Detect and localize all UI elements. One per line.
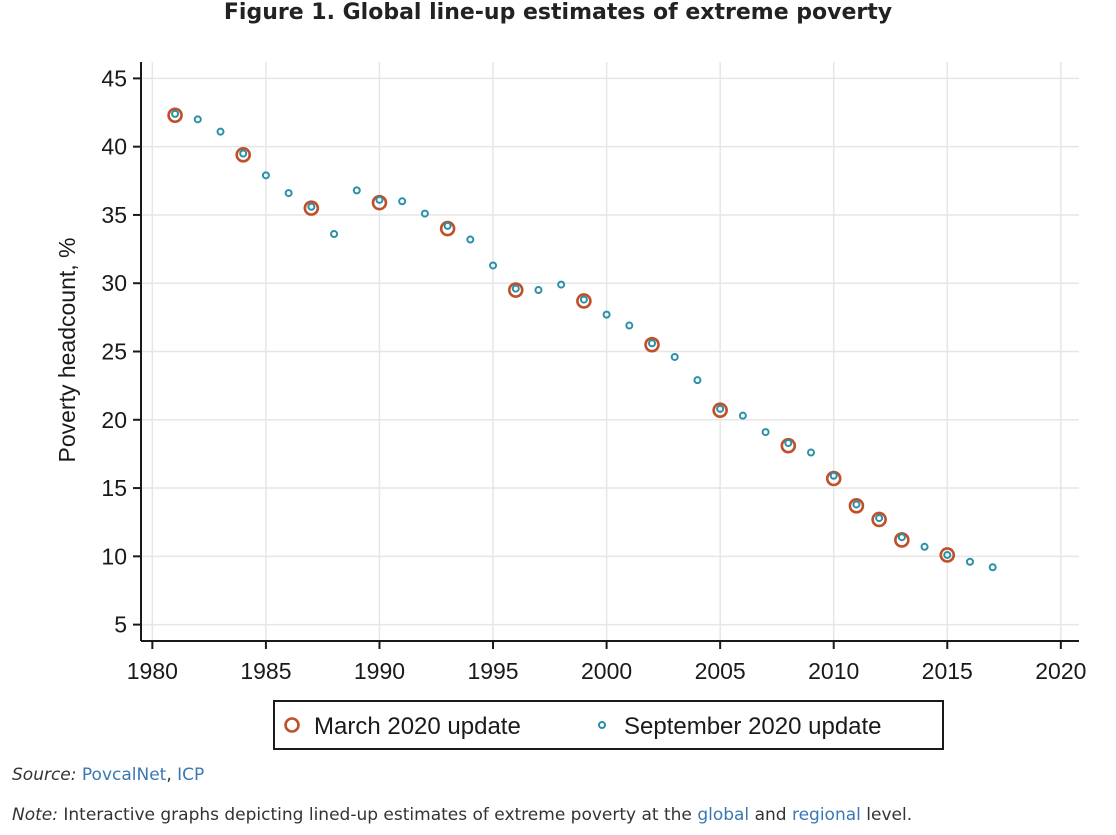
poverty-chart: 5 10 15 20 25 30 35 40 45 1980 1985 1990 1995 2000 200…: [54, 62, 1086, 750]
september-2020-point: [261, 171, 270, 180]
x-tick-label: 1995: [467, 658, 518, 684]
y-tick-label: 5: [114, 612, 127, 638]
source-label: Source:: [12, 765, 77, 785]
legend: March 2020 update September 2020 update: [273, 700, 944, 750]
y-tick-label: 40: [101, 134, 127, 160]
y-tick-label: 45: [101, 65, 127, 91]
september-2020-point: [648, 339, 657, 348]
source-separator: ,: [166, 765, 172, 785]
povcalnet-link[interactable]: PovcalNet: [81, 765, 167, 785]
september-2020-point: [693, 376, 702, 385]
september-2020-point: [670, 352, 679, 361]
chart-title: Figure 1. Global line-up estimates of ex…: [223, 0, 893, 25]
legend-september-label: September 2020 update: [624, 713, 882, 740]
x-tick-label: 2015: [922, 658, 973, 684]
march-2020-point: [871, 511, 887, 528]
note-text-and: and: [754, 805, 787, 825]
global-link[interactable]: global: [697, 805, 750, 825]
x-tick-label: 1985: [240, 658, 291, 684]
september-2020-point: [738, 411, 747, 420]
september-2020-point: [489, 261, 498, 270]
legend-march-marker: [284, 717, 300, 733]
note-label: Note:: [12, 805, 58, 825]
note-line: Note: Interactive graphs depicting lined…: [12, 805, 912, 825]
x-tick-label: 2000: [581, 658, 632, 684]
y-tick-label: 20: [101, 407, 127, 433]
september-2020-point: [920, 542, 929, 551]
september-2020-point: [511, 284, 520, 293]
x-tick-label: 1980: [127, 658, 178, 684]
regional-link[interactable]: regional: [791, 805, 861, 825]
y-tick-label: 15: [101, 475, 127, 501]
september-2020-point: [284, 189, 293, 198]
march-2020-point: [167, 107, 183, 124]
september-2020-point: [193, 115, 202, 124]
march-2020-point: [644, 336, 660, 353]
september-2020-point: [557, 280, 566, 289]
march-2020-point: [712, 402, 728, 419]
september-2020-point: [875, 514, 884, 523]
x-tick-label: 2010: [808, 658, 859, 684]
september-2020-point: [330, 230, 339, 239]
september-2020-point: [375, 195, 384, 204]
september-2020-point: [534, 286, 543, 295]
september-2020-point: [625, 321, 634, 330]
y-tick-label: 10: [101, 543, 127, 569]
x-tick-label: 2020: [1035, 658, 1086, 684]
x-tick-label: 1990: [354, 658, 405, 684]
y-tick-label: 30: [101, 270, 127, 296]
september-2020-point: [171, 109, 180, 118]
september-2020-point: [852, 500, 861, 509]
march-2020-point: [303, 200, 320, 216]
september-2020-point: [988, 563, 997, 572]
note-text-end: level.: [866, 805, 913, 825]
september-2020-point: [420, 209, 429, 218]
march-2020-point: [576, 293, 592, 309]
y-axis-title: Poverty headcount, %: [54, 237, 80, 462]
icp-link[interactable]: ICP: [177, 765, 205, 785]
september-2020-point: [579, 295, 588, 304]
september-2020-point: [716, 404, 725, 413]
march-2020-point: [939, 547, 956, 563]
note-text: Interactive graphs depicting lined-up es…: [63, 805, 692, 825]
september-2020-point: [829, 471, 838, 480]
september-2020-point: [897, 533, 906, 542]
september-2020-point: [216, 127, 225, 136]
september-2020-point: [965, 557, 974, 566]
september-2020-point: [307, 202, 316, 211]
march-2020-point: [235, 147, 252, 163]
x-tick-label: 2005: [695, 658, 746, 684]
september-2020-point: [943, 550, 952, 559]
march-2020-point: [507, 282, 524, 298]
legend-box: [273, 700, 944, 750]
september-2020-point: [807, 448, 815, 457]
legend-september-marker: [598, 721, 606, 729]
march-2020-point: [848, 498, 865, 514]
source-line: Source: PovcalNet, ICP: [12, 765, 204, 785]
september-2020-point: [398, 197, 407, 206]
y-tick-label: 35: [101, 202, 127, 228]
legend-march-label: March 2020 update: [314, 713, 521, 740]
september-2020-point: [602, 310, 611, 319]
september-2020-point: [784, 438, 793, 447]
y-tick-label: 25: [101, 339, 127, 365]
september-2020-point: [239, 149, 248, 158]
september-2020-point: [761, 428, 770, 437]
september-2020-point: [443, 221, 452, 230]
september-2020-point: [466, 235, 475, 244]
september-2020-point: [352, 186, 361, 195]
